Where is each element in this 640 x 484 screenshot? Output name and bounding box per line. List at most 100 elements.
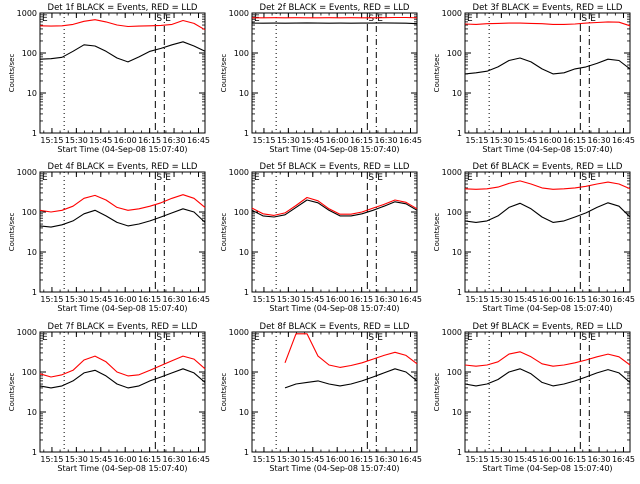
x-tick-label: 16:00	[539, 295, 562, 304]
y-tick-label: 1000	[229, 9, 249, 18]
x-tick-label: 16:45	[399, 455, 422, 464]
events-series-line	[40, 369, 205, 388]
panel-title: Det 6f BLACK = Events, RED = LLD	[473, 162, 623, 172]
y-tick-label: 100	[447, 368, 462, 377]
x-axis-label: Start Time (04-Sep-08 15:07:40)	[57, 464, 187, 473]
lld-series-line	[40, 356, 205, 377]
y-tick-label: 1	[32, 129, 37, 138]
y-axis-label: Counts/sec	[433, 373, 441, 412]
x-tick-label: 15:15	[465, 136, 488, 145]
x-tick-label: 16:45	[612, 136, 635, 145]
marker-label-e: E	[377, 333, 383, 343]
x-tick-label: 16:15	[563, 455, 586, 464]
x-tick-label: 16:15	[138, 295, 161, 304]
y-tick-label: 10	[452, 408, 462, 417]
events-series-line	[465, 369, 630, 386]
panel-title: Det 5f BLACK = Events, RED = LLD	[260, 162, 410, 172]
marker-label-e: E	[590, 173, 596, 183]
plot-frame	[40, 172, 205, 292]
plot-frame	[40, 13, 205, 133]
x-tick-label: 15:45	[89, 136, 112, 145]
x-tick-label: 15:30	[277, 455, 300, 464]
y-tick-label: 1	[457, 129, 462, 138]
marker-label-left: E	[467, 333, 473, 343]
y-tick-label: 100	[22, 49, 37, 58]
marker-label-left: E	[254, 333, 260, 343]
y-tick-label: 100	[22, 208, 37, 217]
marker-label-s: S	[156, 333, 162, 343]
events-series-line	[465, 203, 630, 223]
x-axis-label: Start Time (04-Sep-08 15:07:40)	[269, 145, 399, 154]
y-tick-label: 1	[457, 288, 462, 297]
x-axis-label: Start Time (04-Sep-08 15:07:40)	[57, 145, 187, 154]
x-tick-label: 16:00	[114, 136, 137, 145]
marker-label-s: S	[368, 173, 374, 183]
x-tick-label: 16:30	[375, 455, 398, 464]
panel-title: Det 1f BLACK = Events, RED = LLD	[48, 3, 198, 13]
x-tick-label: 16:30	[163, 136, 186, 145]
x-axis-label: Start Time (04-Sep-08 15:07:40)	[57, 304, 187, 313]
x-tick-label: 15:45	[301, 136, 324, 145]
plot-frame	[465, 332, 630, 452]
marker-label-s: S	[368, 333, 374, 343]
plot-frame	[465, 13, 630, 133]
y-tick-label: 1	[32, 288, 37, 297]
y-tick-label: 10	[27, 248, 37, 257]
y-tick-label: 1	[32, 448, 37, 457]
panel-title: Det 7f BLACK = Events, RED = LLD	[48, 322, 198, 332]
plot-frame	[252, 172, 417, 292]
x-tick-label: 16:45	[399, 295, 422, 304]
y-axis-label: Counts/sec	[433, 213, 441, 252]
y-tick-label: 10	[239, 89, 249, 98]
plot-frame	[252, 13, 417, 133]
x-tick-label: 15:30	[65, 295, 88, 304]
lld-series-line	[465, 22, 630, 26]
x-tick-label: 16:30	[588, 455, 611, 464]
lld-series-line	[465, 352, 630, 366]
marker-label-left: E	[254, 14, 260, 24]
x-tick-label: 16:30	[163, 295, 186, 304]
x-tick-label: 15:30	[277, 136, 300, 145]
y-tick-label: 1000	[229, 168, 249, 177]
x-tick-label: 16:15	[350, 136, 373, 145]
x-tick-label: 16:15	[138, 455, 161, 464]
y-axis-label: Counts/sec	[433, 54, 441, 93]
x-tick-label: 15:15	[40, 455, 63, 464]
y-tick-label: 100	[234, 208, 249, 217]
x-tick-label: 15:45	[301, 295, 324, 304]
marker-label-e: E	[165, 173, 171, 183]
marker-label-s: S	[581, 173, 587, 183]
events-series-line	[40, 42, 205, 62]
y-tick-label: 100	[447, 208, 462, 217]
events-series-line	[40, 209, 205, 227]
x-tick-label: 15:15	[40, 295, 63, 304]
x-tick-label: 15:15	[252, 295, 275, 304]
y-tick-label: 1000	[17, 328, 37, 337]
x-axis-label: Start Time (04-Sep-08 15:07:40)	[269, 304, 399, 313]
x-tick-label: 15:15	[40, 136, 63, 145]
x-tick-label: 15:45	[89, 455, 112, 464]
y-tick-label: 10	[27, 89, 37, 98]
plot-frame	[465, 172, 630, 292]
y-axis-label: Counts/sec	[220, 213, 228, 252]
plot-frame	[40, 332, 205, 452]
x-tick-label: 16:30	[163, 455, 186, 464]
lld-series-line	[465, 181, 630, 189]
y-tick-label: 1	[244, 448, 249, 457]
y-tick-label: 1	[244, 288, 249, 297]
x-tick-label: 16:15	[350, 295, 373, 304]
x-axis-label: Start Time (04-Sep-08 15:07:40)	[482, 464, 612, 473]
x-tick-label: 16:45	[612, 455, 635, 464]
x-tick-label: 16:00	[539, 136, 562, 145]
y-tick-label: 1000	[17, 9, 37, 18]
x-tick-label: 16:15	[563, 136, 586, 145]
marker-label-s: S	[581, 333, 587, 343]
panel-title: Det 8f BLACK = Events, RED = LLD	[260, 322, 410, 332]
marker-label-e: E	[590, 333, 596, 343]
y-tick-label: 1	[244, 129, 249, 138]
marker-label-left: E	[467, 173, 473, 183]
events-series-line	[465, 58, 630, 74]
y-axis-label: Counts/sec	[220, 54, 228, 93]
x-tick-label: 16:30	[375, 136, 398, 145]
